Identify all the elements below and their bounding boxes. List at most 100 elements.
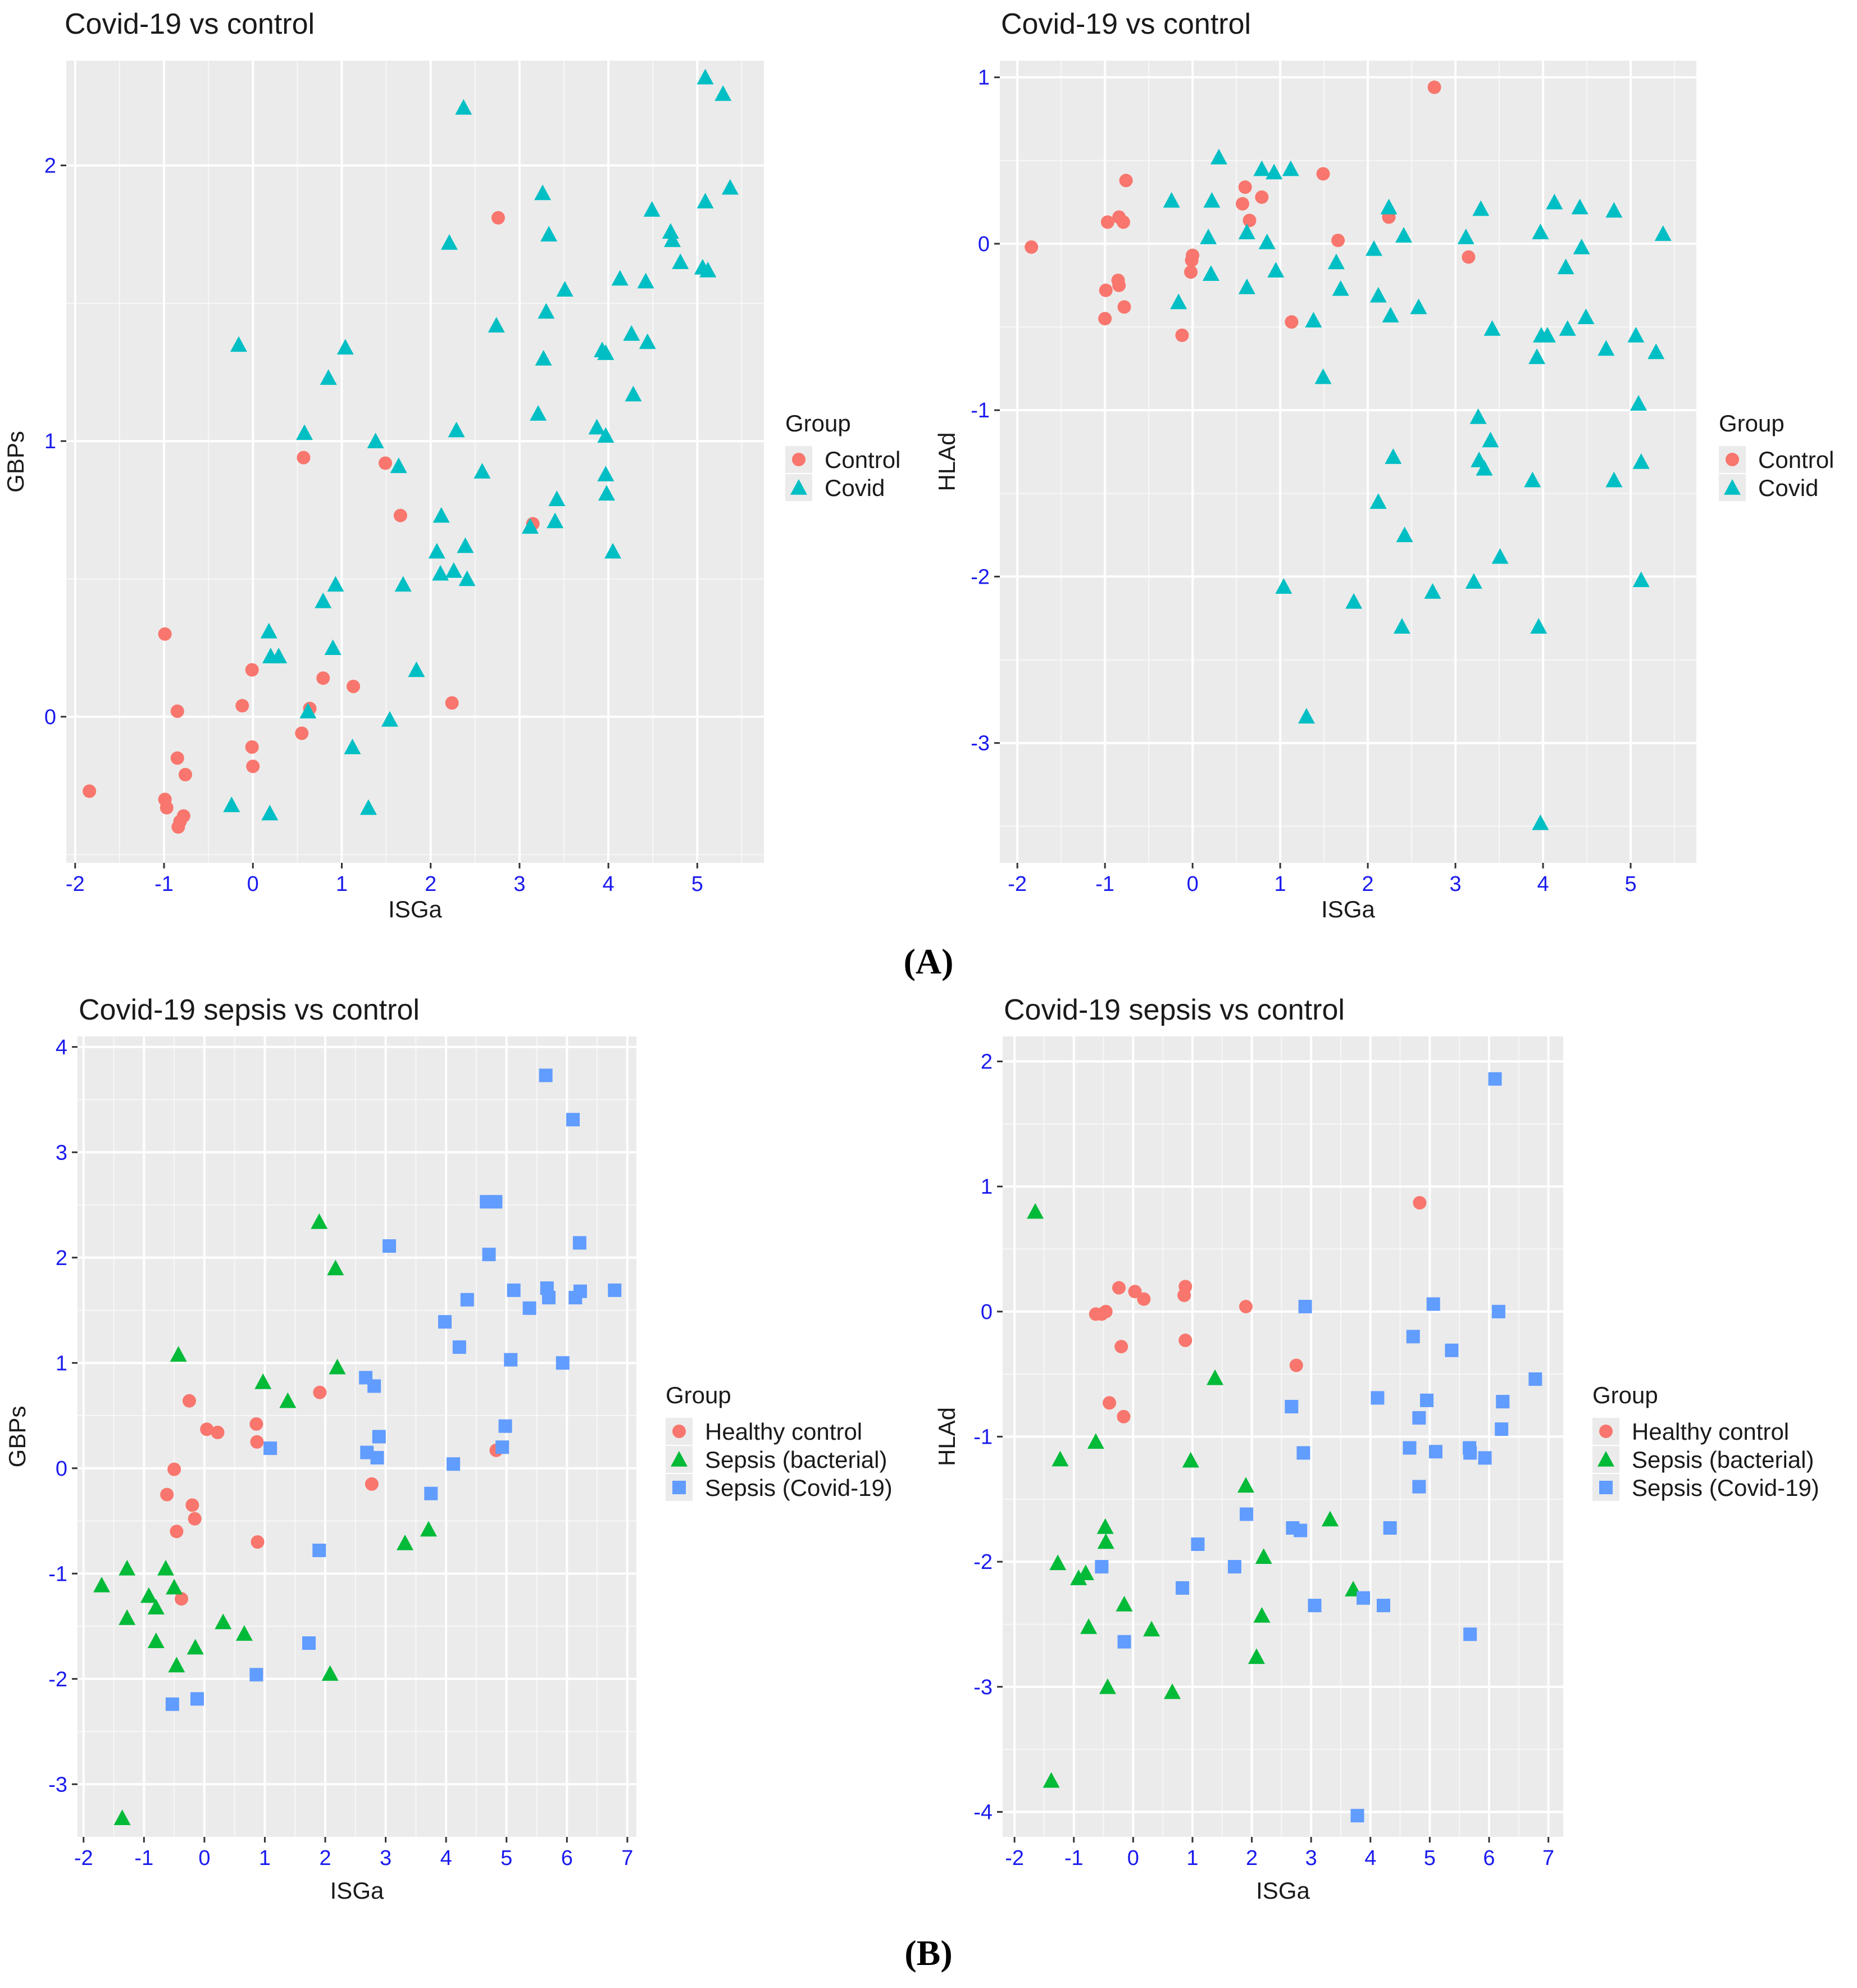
x-tick-label: 3 xyxy=(1449,872,1461,896)
data-point xyxy=(556,281,574,297)
data-point xyxy=(452,1340,466,1354)
legend-entry: Control xyxy=(1758,447,1834,473)
data-point xyxy=(1385,448,1402,464)
x-tick-label: 1 xyxy=(1186,1846,1198,1870)
y-tick-label: 1 xyxy=(981,1175,993,1199)
data-point xyxy=(1654,225,1672,241)
data-point xyxy=(1095,1560,1109,1574)
series-covid xyxy=(223,69,739,821)
data-point xyxy=(119,1609,136,1625)
data-point xyxy=(1406,1330,1420,1344)
data-point xyxy=(313,1385,327,1399)
data-point xyxy=(542,1291,556,1304)
data-point xyxy=(183,1394,196,1408)
legend-entry: Control xyxy=(825,447,900,473)
data-point xyxy=(597,466,615,481)
data-point xyxy=(1164,1683,1181,1699)
data-point xyxy=(623,325,640,341)
data-point xyxy=(1296,1446,1310,1460)
data-point xyxy=(1049,1554,1067,1571)
data-point xyxy=(297,451,311,465)
data-point xyxy=(1178,1334,1193,1348)
data-point xyxy=(160,1487,174,1502)
data-point xyxy=(359,799,377,815)
x-tick-label: 1 xyxy=(259,1846,271,1870)
legend-title: Group xyxy=(1719,410,1785,436)
data-point xyxy=(223,796,240,812)
data-point xyxy=(1298,1299,1312,1313)
legend-entry: Healthy control xyxy=(1632,1418,1789,1445)
series-sepsis-covid-19 xyxy=(165,1068,622,1711)
legend-key xyxy=(1726,453,1739,466)
data-point xyxy=(1137,1292,1151,1306)
x-tick-label: 0 xyxy=(1187,872,1199,896)
x-tick-label: 4 xyxy=(603,872,615,896)
x-tick-label: 5 xyxy=(1624,872,1636,896)
data-point xyxy=(1573,238,1590,254)
data-point xyxy=(147,1632,165,1648)
data-point xyxy=(540,226,558,242)
x-tick-label: 0 xyxy=(1127,1846,1139,1870)
data-point xyxy=(1112,278,1126,292)
data-point xyxy=(1559,320,1576,336)
chart-a-gbps: -2 -1 0 1 2 3 4 5 0 1 2 Covid-19 vs control ISGa GBPs… xyxy=(2,8,900,922)
x-tick-label: -1 xyxy=(1095,872,1114,896)
data-point xyxy=(445,562,462,578)
data-point xyxy=(1178,1280,1193,1294)
legend-key xyxy=(1599,1425,1613,1438)
data-point xyxy=(157,1559,175,1576)
data-point xyxy=(1116,215,1130,229)
data-point xyxy=(170,1525,184,1539)
data-point xyxy=(538,303,555,319)
data-point xyxy=(1080,1618,1098,1634)
data-point xyxy=(1119,174,1133,188)
y-tick-label: 3 xyxy=(56,1141,67,1164)
y-tick-label: -2 xyxy=(971,565,990,589)
data-point xyxy=(588,418,606,435)
data-point xyxy=(166,1578,183,1595)
data-point xyxy=(140,1587,157,1603)
data-point xyxy=(235,1625,253,1641)
data-point xyxy=(320,369,337,385)
data-point xyxy=(1482,431,1499,448)
data-point xyxy=(438,1315,452,1329)
data-point xyxy=(662,223,679,239)
data-point xyxy=(1528,1372,1542,1386)
data-point xyxy=(1191,1537,1205,1551)
data-point xyxy=(1255,190,1269,204)
data-point xyxy=(1116,1595,1133,1612)
legend-key xyxy=(671,1451,688,1467)
data-point xyxy=(1332,280,1349,296)
data-point xyxy=(393,508,407,522)
data-point xyxy=(1557,258,1574,275)
data-point xyxy=(1532,814,1549,830)
data-point xyxy=(572,1236,586,1250)
x-axis-label: ISGa xyxy=(1321,896,1375,922)
data-point xyxy=(324,639,342,655)
y-tick-label: 0 xyxy=(978,233,990,256)
data-point xyxy=(597,344,615,360)
y-tick-label: 0 xyxy=(56,1457,67,1481)
data-point xyxy=(1377,1599,1391,1613)
data-point xyxy=(311,1213,328,1229)
data-point xyxy=(1577,308,1595,324)
data-point xyxy=(1410,298,1427,315)
data-point xyxy=(344,738,361,754)
y-axis-label: HLAd xyxy=(934,432,960,491)
data-point xyxy=(1282,160,1299,176)
data-point xyxy=(1465,573,1482,589)
y-tick-label: 0 xyxy=(981,1300,993,1324)
data-point xyxy=(249,1417,263,1431)
data-point xyxy=(1298,708,1315,724)
chart-b-gbps: -2 -1 0 1 2 3 4 5 6 7 -3 -2 -1 0 1 2 3 4 Covid-19 sepsis v… xyxy=(4,994,893,1904)
x-tick-label: 2 xyxy=(1362,872,1374,896)
data-point xyxy=(1025,240,1039,254)
data-point xyxy=(1426,1297,1440,1311)
legend-key xyxy=(792,453,805,466)
data-point xyxy=(1383,1521,1397,1535)
data-point xyxy=(625,385,642,402)
x-axis-label: ISGa xyxy=(1256,1877,1310,1904)
data-point xyxy=(179,767,193,781)
data-point xyxy=(1267,262,1285,278)
